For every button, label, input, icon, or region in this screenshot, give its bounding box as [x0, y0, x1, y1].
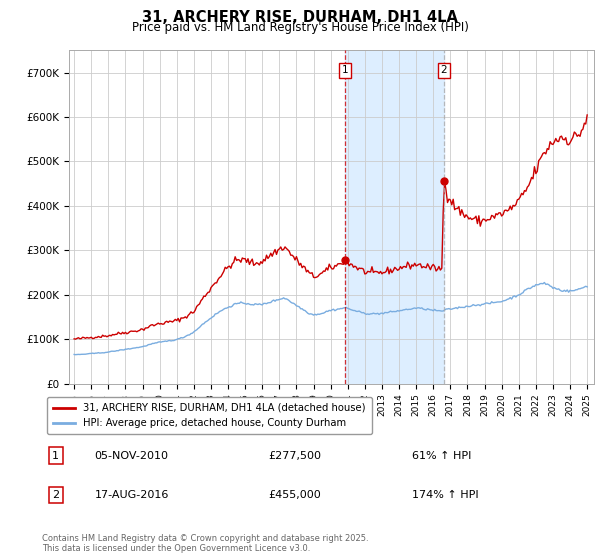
Text: Price paid vs. HM Land Registry's House Price Index (HPI): Price paid vs. HM Land Registry's House …: [131, 21, 469, 34]
Legend: 31, ARCHERY RISE, DURHAM, DH1 4LA (detached house), HPI: Average price, detached: 31, ARCHERY RISE, DURHAM, DH1 4LA (detac…: [47, 397, 371, 434]
Text: 2: 2: [441, 66, 448, 76]
Text: 05-NOV-2010: 05-NOV-2010: [94, 451, 169, 461]
Text: 1: 1: [342, 66, 349, 76]
Text: 31, ARCHERY RISE, DURHAM, DH1 4LA: 31, ARCHERY RISE, DURHAM, DH1 4LA: [142, 10, 458, 25]
Text: 2: 2: [52, 490, 59, 500]
Text: £277,500: £277,500: [268, 451, 322, 461]
Bar: [345, 50, 444, 384]
Text: 17-AUG-2016: 17-AUG-2016: [94, 490, 169, 500]
Text: 174% ↑ HPI: 174% ↑ HPI: [412, 490, 478, 500]
Text: £455,000: £455,000: [268, 490, 321, 500]
Text: Contains HM Land Registry data © Crown copyright and database right 2025.
This d: Contains HM Land Registry data © Crown c…: [42, 534, 368, 553]
Text: 61% ↑ HPI: 61% ↑ HPI: [412, 451, 471, 461]
Text: 1: 1: [52, 451, 59, 461]
